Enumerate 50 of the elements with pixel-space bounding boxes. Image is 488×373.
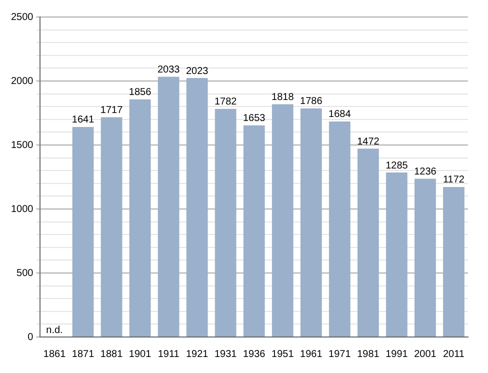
data-label: 1818 <box>272 92 294 104</box>
data-label: 1786 <box>300 96 323 108</box>
bar <box>414 178 436 336</box>
data-label: 1782 <box>214 96 238 108</box>
bar <box>386 172 408 336</box>
x-tick-label: 1961 <box>300 348 323 360</box>
data-label: 1684 <box>328 109 352 120</box>
data-label: 1236 <box>414 166 437 178</box>
x-tick-label: 1931 <box>214 348 238 360</box>
bar <box>72 126 94 336</box>
data-label: 1653 <box>243 113 266 124</box>
data-label: 2033 <box>157 64 180 76</box>
x-tick-label: 1911 <box>158 348 180 360</box>
bar <box>129 99 151 336</box>
text: n.d. <box>46 324 63 336</box>
bar <box>443 186 464 336</box>
bar <box>186 78 208 336</box>
data-label: 1285 <box>386 160 408 172</box>
x-tick-label: 1921 <box>186 348 209 360</box>
x-tick-label: 2001 <box>414 348 437 360</box>
x-tick-label: 1871 <box>72 348 95 360</box>
x-tick-label: 1951 <box>272 348 294 360</box>
data-label: 1856 <box>128 87 152 98</box>
data-label: 1472 <box>357 136 380 148</box>
bar <box>243 125 265 336</box>
y-tick-label: 2500 <box>10 12 34 23</box>
bar <box>272 104 294 336</box>
y-tick-label: 2000 <box>10 76 34 87</box>
data-label: 1717 <box>100 104 124 116</box>
bar <box>328 121 350 336</box>
x-tick-label: 1991 <box>386 348 408 360</box>
bar <box>100 117 122 336</box>
x-tick-label: 1861 <box>43 348 66 360</box>
x-tick-label: 1901 <box>128 348 152 360</box>
y-tick-label: 1000 <box>10 204 34 215</box>
data-label: 1172 <box>442 174 465 186</box>
data-label: 1641 <box>72 114 95 126</box>
data-label: 2023 <box>186 66 209 77</box>
x-tick-label: 1971 <box>328 348 352 360</box>
bar <box>300 108 322 336</box>
y-tick-label: 0 <box>28 332 34 343</box>
x-tick-label: 1981 <box>357 348 380 360</box>
y-tick-label: 1500 <box>10 140 34 151</box>
bar <box>357 148 379 336</box>
y-tick-label: 500 <box>16 268 34 279</box>
bar <box>158 76 180 336</box>
x-tick-label: 2011 <box>442 348 465 360</box>
x-tick-label: 1881 <box>100 348 124 360</box>
x-tick-label: 1936 <box>243 348 266 360</box>
bar <box>214 108 236 336</box>
